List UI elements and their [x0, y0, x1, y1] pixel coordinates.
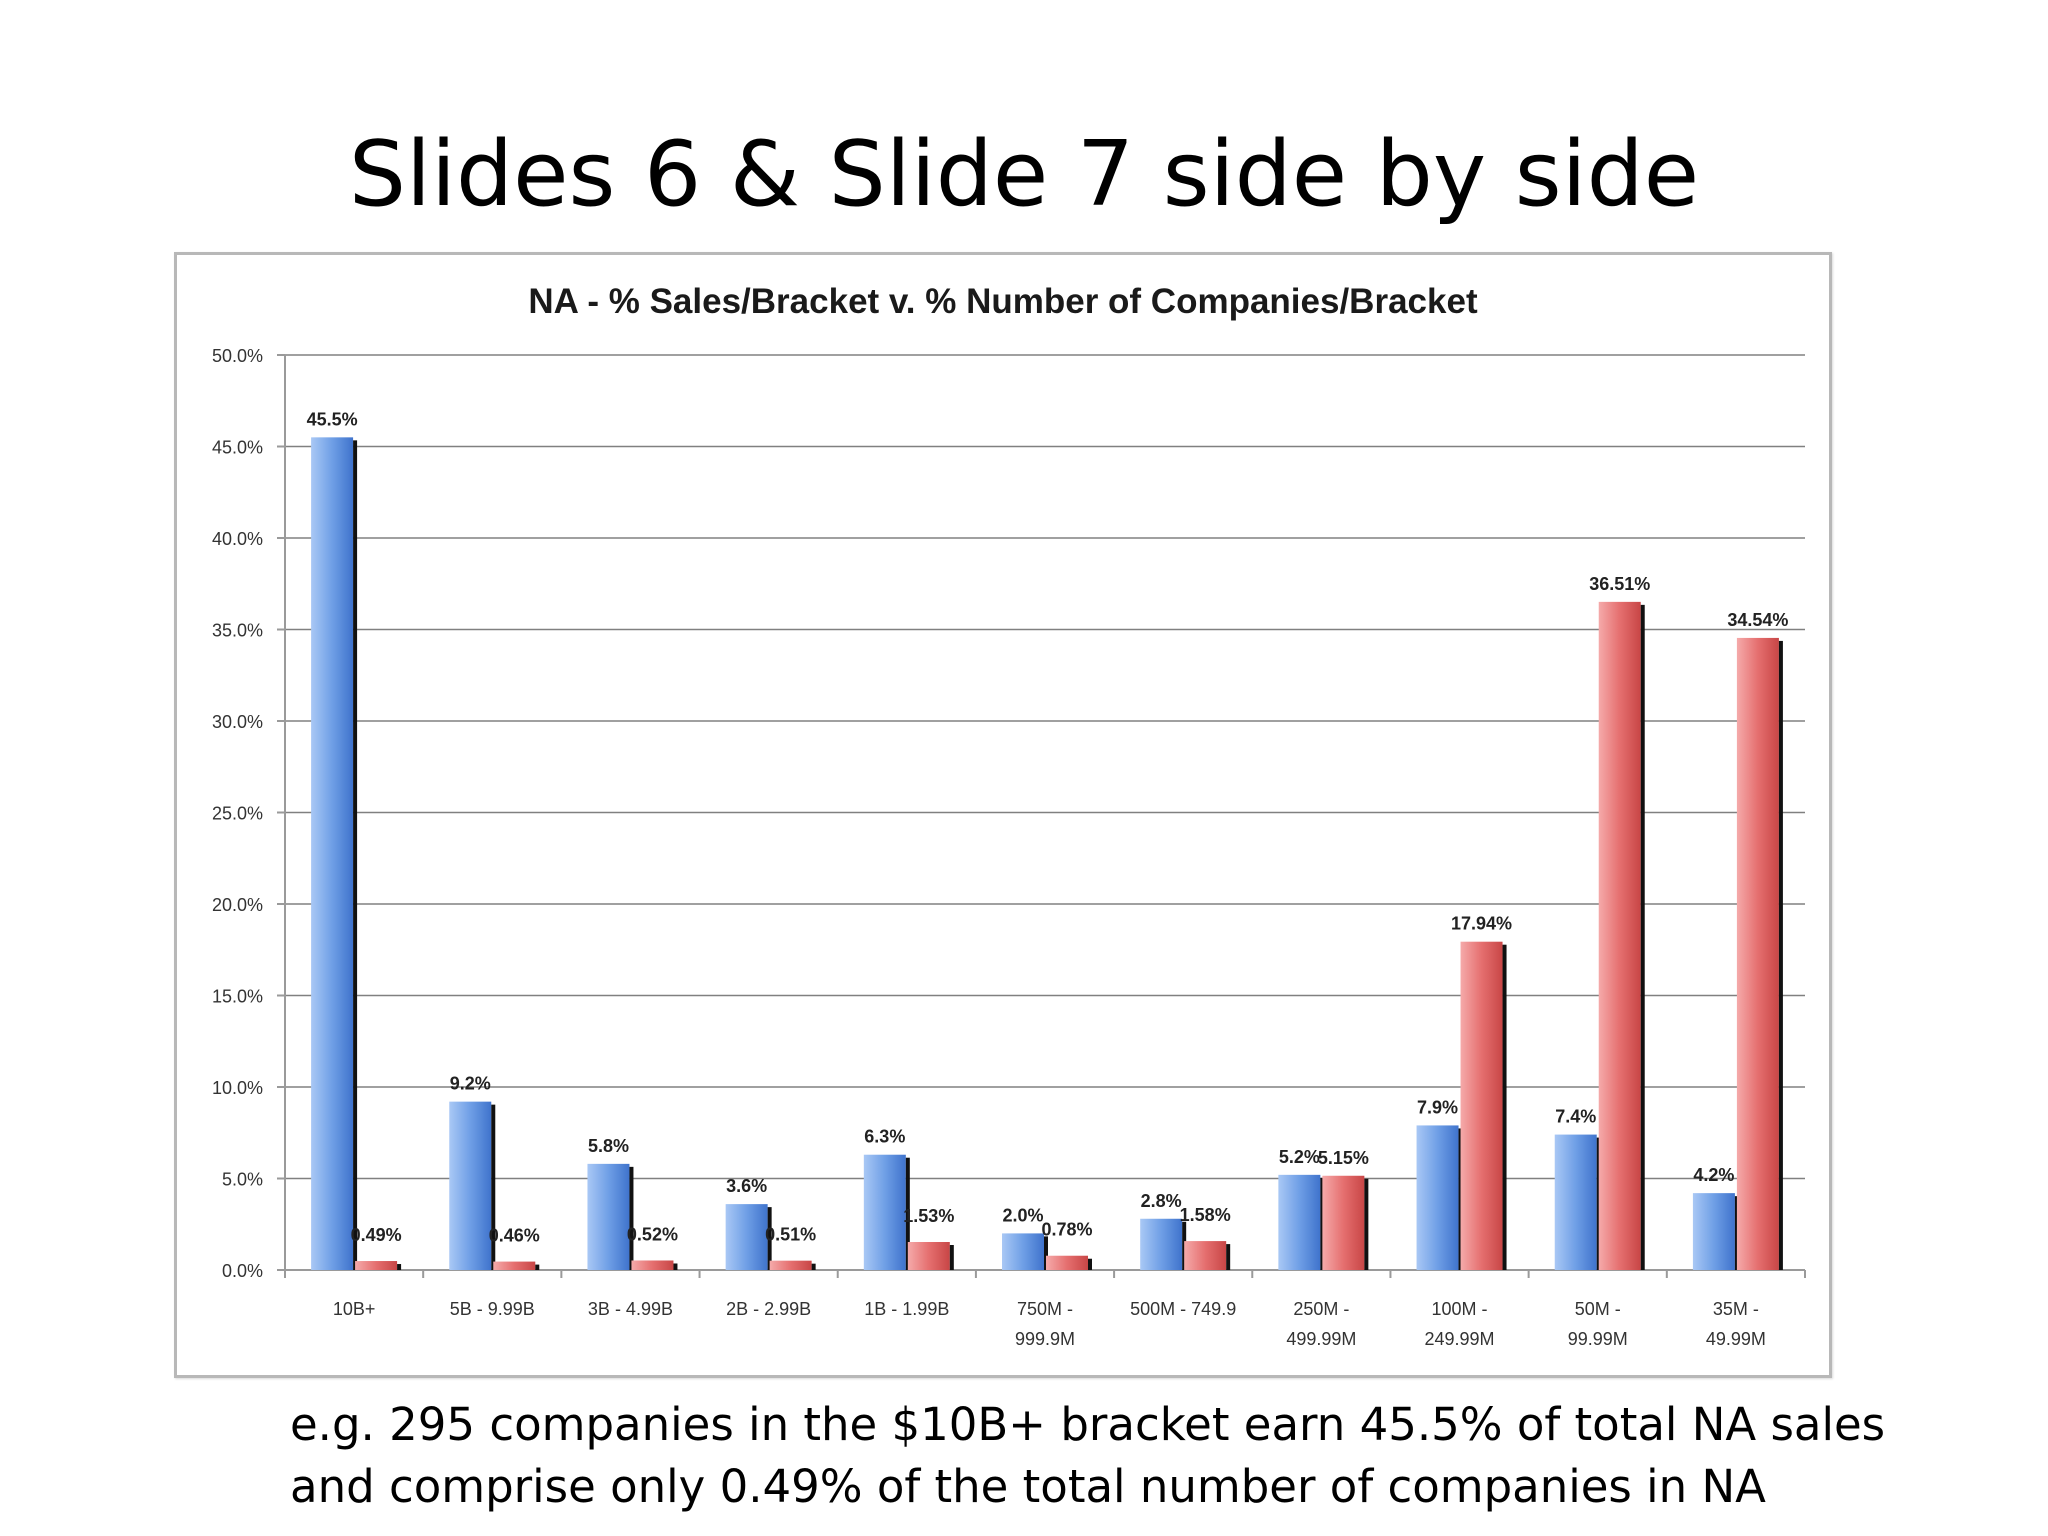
- data-label: 4.2%: [1693, 1165, 1734, 1185]
- bar-companies: [1184, 1241, 1227, 1270]
- data-label: 1.58%: [1180, 1205, 1231, 1225]
- bar-sales: [863, 1154, 906, 1270]
- data-label: 2.0%: [1002, 1205, 1043, 1225]
- bar-shadow: [491, 1104, 496, 1270]
- y-tick-label: 20.0%: [212, 895, 263, 915]
- y-tick-label: 40.0%: [212, 529, 263, 549]
- bar-sales: [1002, 1233, 1044, 1270]
- bar-sales: [1692, 1193, 1735, 1270]
- data-label: 0.46%: [489, 1226, 540, 1246]
- chart-title: NA - % Sales/Bracket v. % Number of Comp…: [528, 282, 1478, 321]
- bar-shadow: [1778, 640, 1783, 1270]
- bar-companies: [1736, 637, 1779, 1270]
- data-label: 5.2%: [1279, 1147, 1320, 1167]
- bar-shadow: [1044, 1236, 1048, 1270]
- note-line-1: e.g. 295 companies in the $10B+ bracket …: [290, 1398, 1886, 1451]
- data-label: 17.94%: [1451, 914, 1512, 934]
- data-label: 9.2%: [450, 1074, 491, 1094]
- bar-companies: [1598, 601, 1641, 1270]
- x-tick-label: 50M -: [1575, 1299, 1621, 1319]
- bar-shadow: [673, 1263, 678, 1270]
- y-tick-label: 50.0%: [212, 346, 263, 366]
- bar-sales: [587, 1163, 630, 1270]
- bar-companies: [769, 1260, 812, 1270]
- data-label: 0.52%: [627, 1224, 678, 1244]
- x-tick-label: 49.99M: [1706, 1329, 1766, 1349]
- data-label: 45.5%: [307, 409, 358, 429]
- bar-shadow: [905, 1157, 910, 1270]
- data-label: 0.78%: [1041, 1220, 1092, 1240]
- y-tick-label: 5.0%: [222, 1170, 263, 1190]
- x-tick-label: 999.9M: [1015, 1329, 1075, 1349]
- bar-sales: [311, 437, 354, 1271]
- y-tick-label: 0.0%: [222, 1261, 263, 1281]
- bar-shadow: [1364, 1178, 1369, 1270]
- slide-title: Slides 6 & Slide 7 side by side: [348, 122, 1700, 227]
- data-label: 7.9%: [1417, 1097, 1458, 1117]
- data-label: 6.3%: [864, 1127, 905, 1147]
- bar-companies: [1322, 1175, 1365, 1270]
- x-tick-label: 99.99M: [1568, 1329, 1628, 1349]
- bar-companies: [493, 1261, 536, 1270]
- y-tick-label: 45.0%: [212, 438, 263, 458]
- data-label: 0.51%: [765, 1225, 816, 1245]
- bar-sales: [725, 1204, 768, 1270]
- x-tick-label: 10B+: [333, 1299, 376, 1319]
- x-tick-label: 3B - 4.99B: [588, 1299, 673, 1319]
- bar-companies: [631, 1260, 674, 1270]
- y-tick-label: 15.0%: [212, 987, 263, 1007]
- data-label: 5.8%: [588, 1136, 629, 1156]
- y-tick-label: 10.0%: [212, 1078, 263, 1098]
- bar-shadow: [1226, 1244, 1231, 1270]
- bar-sales: [1554, 1134, 1597, 1270]
- bar-shadow: [397, 1264, 402, 1270]
- bar-sales: [1140, 1218, 1183, 1270]
- data-label: 3.6%: [726, 1176, 767, 1196]
- bar-companies: [355, 1261, 398, 1270]
- bar-shadow: [629, 1166, 634, 1270]
- y-tick-label: 30.0%: [212, 712, 263, 732]
- x-tick-label: 1B - 1.99B: [864, 1299, 949, 1319]
- bar-sales: [449, 1101, 492, 1270]
- bar-shadow: [535, 1264, 540, 1270]
- x-tick-label: 35M -: [1713, 1299, 1759, 1319]
- x-tick-label: 2B - 2.99B: [726, 1299, 811, 1319]
- bar-shadow: [353, 440, 358, 1271]
- bar-shadow: [949, 1245, 954, 1270]
- bar-companies: [907, 1242, 950, 1270]
- x-tick-label: 100M -: [1432, 1299, 1488, 1319]
- x-tick-label: 500M - 749.9: [1130, 1299, 1236, 1319]
- data-label: 7.4%: [1555, 1107, 1596, 1127]
- x-tick-label: 249.99M: [1425, 1329, 1495, 1349]
- bar-shadow: [811, 1263, 816, 1270]
- data-label: 0.49%: [351, 1225, 402, 1245]
- note-line-2: and comprise only 0.49% of the total num…: [290, 1460, 1766, 1513]
- bar-shadow: [1502, 944, 1507, 1270]
- x-tick-label: 750M -: [1017, 1299, 1073, 1319]
- bar-shadow: [767, 1207, 772, 1270]
- y-tick-label: 25.0%: [212, 804, 263, 824]
- x-tick-label: 499.99M: [1286, 1329, 1356, 1349]
- x-tick-label: 5B - 9.99B: [450, 1299, 535, 1319]
- data-label: 36.51%: [1589, 574, 1650, 594]
- y-tick-label: 35.0%: [212, 621, 263, 641]
- data-label: 34.54%: [1727, 610, 1788, 630]
- data-label: 2.8%: [1141, 1191, 1182, 1211]
- bar-companies: [1460, 941, 1503, 1270]
- slide-note: e.g. 295 companies in the $10B+ bracket …: [290, 1394, 1890, 1518]
- bar-sales: [1278, 1174, 1321, 1270]
- data-label: 1.53%: [903, 1206, 954, 1226]
- x-tick-label: 250M -: [1293, 1299, 1349, 1319]
- bar-sales: [1416, 1125, 1459, 1270]
- data-label: 5.15%: [1318, 1148, 1369, 1168]
- bar-shadow: [1088, 1258, 1092, 1270]
- bar-companies: [1046, 1255, 1088, 1270]
- bar-shadow: [1640, 604, 1645, 1270]
